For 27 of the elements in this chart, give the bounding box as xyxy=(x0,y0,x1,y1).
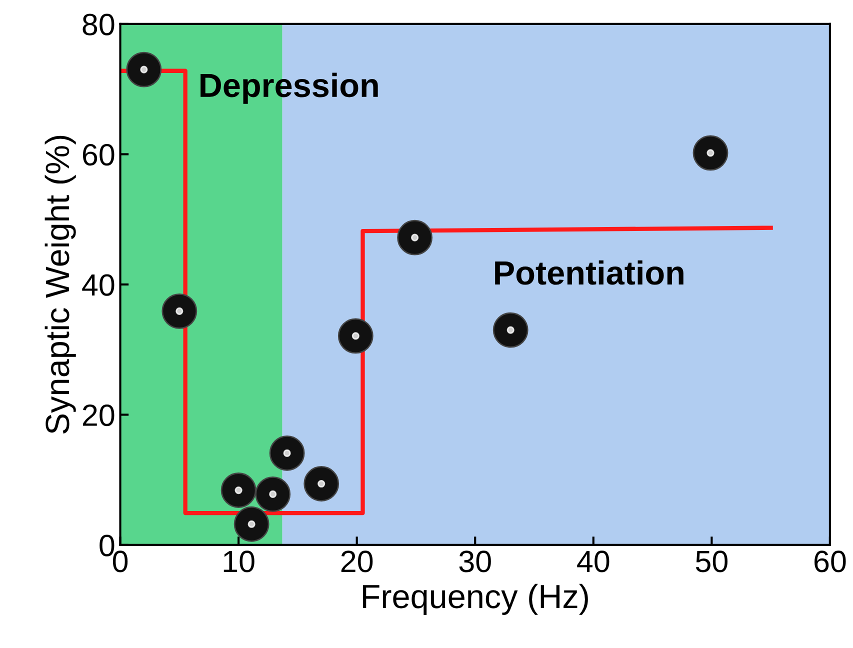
point xyxy=(255,476,291,512)
point xyxy=(269,435,305,471)
point xyxy=(126,52,162,88)
point xyxy=(397,220,433,256)
point xyxy=(220,472,256,508)
x-tick-label: 20 xyxy=(341,550,373,572)
annotation: Potentiation xyxy=(495,260,684,285)
point xyxy=(162,293,198,329)
x-axis-title: Frequency (Hz) xyxy=(363,584,588,615)
point xyxy=(234,506,270,542)
point xyxy=(304,466,340,502)
x-tick-label: 40 xyxy=(577,550,610,572)
x-tick-label: 50 xyxy=(696,550,728,572)
x-tick-label: 10 xyxy=(224,550,254,572)
point xyxy=(338,318,374,354)
point xyxy=(692,135,728,171)
x-tick-label: 30 xyxy=(459,550,491,572)
x-tick-label: 60 xyxy=(814,550,846,572)
y-axis-title: Synaptic Weight (%) xyxy=(44,136,76,434)
y-tick-label: 20 xyxy=(82,404,114,426)
point xyxy=(492,312,528,348)
y-tick-label: 40 xyxy=(82,274,114,296)
y-tick-label: 0 xyxy=(100,534,114,556)
y-tick-label: 60 xyxy=(82,144,114,166)
annotation: Depression xyxy=(200,72,378,104)
y-tick-label: 80 xyxy=(82,14,114,36)
x-tick-label: 0 xyxy=(112,550,128,572)
